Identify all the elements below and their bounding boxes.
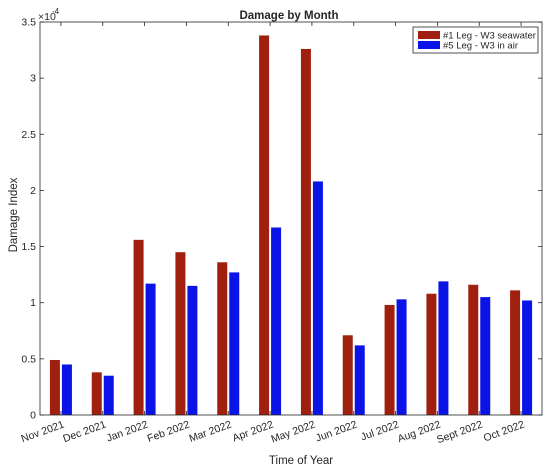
- x-axis-label: Time of Year: [269, 455, 333, 467]
- axes-layer: [39, 21, 543, 416]
- bar-s1-2: [133, 239, 144, 415]
- x-tick-label-0: Nov 2021: [20, 418, 66, 445]
- legend-label-2: #5 Leg - W3 in air: [443, 41, 518, 52]
- y-tick-label-7: 3.5: [21, 17, 36, 29]
- x-tick-label-4: Mar 2022: [187, 418, 233, 445]
- bar-s2-6: [312, 181, 323, 415]
- y-tick-label-0: 0: [30, 410, 36, 422]
- bar-s2-11: [522, 300, 533, 415]
- x-tick-label-11: Oct 2022: [482, 418, 526, 444]
- bar-s1-5: [259, 35, 270, 416]
- y-tick-label-1: 0.5: [21, 353, 36, 365]
- bar-s1-3: [175, 252, 186, 415]
- bar-s2-1: [103, 375, 114, 415]
- bar-s1-10: [468, 284, 479, 415]
- bar-s1-8: [384, 304, 395, 415]
- chart-title: Damage by Month: [239, 10, 338, 22]
- x-tick-label-8: Jul 2022: [359, 418, 401, 443]
- legend-swatch-1: [418, 31, 440, 39]
- bar-s1-4: [217, 262, 228, 415]
- x-tick-label-10: Sept 2022: [435, 418, 484, 446]
- bar-s1-7: [342, 335, 353, 415]
- y-tick-label-5: 2.5: [21, 129, 36, 141]
- bar-s1-9: [426, 293, 437, 415]
- bar-s2-10: [480, 297, 491, 415]
- x-tick-label-1: Dec 2021: [61, 418, 107, 445]
- legend-label-1: #1 Leg - W3 seawater: [443, 31, 536, 42]
- x-tick-label-3: Feb 2022: [146, 418, 192, 445]
- bar-s1-11: [510, 290, 521, 415]
- x-tick-label-7: Jun 2022: [314, 418, 359, 444]
- x-tick-label-9: Aug 2022: [396, 418, 443, 445]
- x-tick-label-5: Apr 2022: [231, 418, 275, 444]
- y-tick-label-3: 1.5: [21, 241, 36, 253]
- plot-frame: [39, 21, 543, 416]
- bar-s1-1: [91, 372, 102, 415]
- y-exponent-base: ×10: [38, 11, 56, 23]
- x-tick-label-6: May 2022: [269, 418, 317, 445]
- y-exponent: ×10 -4: [38, 7, 60, 23]
- bar-s2-4: [229, 272, 240, 415]
- y-exponent-power: -4: [52, 7, 60, 16]
- y-tick-label-6: 3: [30, 73, 36, 85]
- bar-s2-3: [187, 285, 198, 415]
- y-tick-labels: 0 0.5 1 1.5 2 2.5 3 3.5: [21, 17, 36, 422]
- legend: #1 Leg - W3 seawater#5 Leg - W3 in air: [412, 26, 539, 54]
- bar-s2-2: [145, 283, 156, 415]
- bar-s2-0: [61, 364, 72, 415]
- bar-s2-8: [396, 299, 407, 415]
- legend-swatch-2: [418, 41, 440, 49]
- bar-s1-0: [49, 359, 60, 415]
- bar-s1-6: [300, 48, 311, 415]
- bar-s2-5: [271, 227, 282, 415]
- y-axis-label: Damage Index: [8, 177, 20, 252]
- x-tick-label-2: Jan 2022: [105, 418, 150, 444]
- bar-s2-7: [354, 345, 365, 415]
- y-tick-label-4: 2: [30, 185, 36, 197]
- bar-s2-9: [438, 281, 449, 415]
- bars-layer: [49, 35, 533, 416]
- y-tick-label-2: 1: [30, 297, 36, 309]
